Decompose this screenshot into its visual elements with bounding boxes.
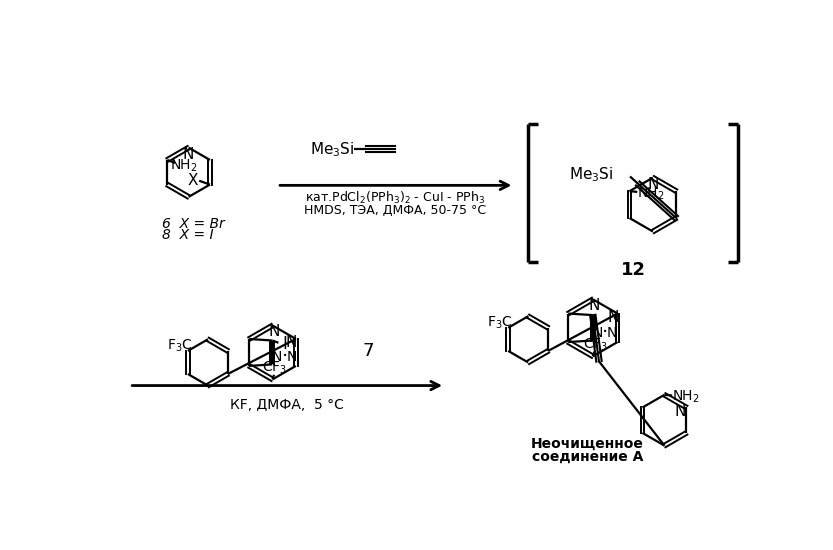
Text: N: N: [268, 324, 280, 339]
Text: 6  X = Br: 6 X = Br: [162, 217, 224, 231]
Text: N: N: [286, 336, 297, 350]
Text: Неочищенное: Неочищенное: [531, 436, 644, 450]
Text: ·: ·: [282, 347, 287, 366]
Text: F$_3$C: F$_3$C: [167, 337, 192, 354]
Text: X: X: [187, 173, 198, 188]
Text: CF$_3$: CF$_3$: [262, 360, 287, 376]
Text: 12: 12: [621, 261, 646, 279]
Text: 7: 7: [362, 342, 374, 360]
Text: Me$_3$Si: Me$_3$Si: [569, 165, 613, 184]
Text: I: I: [282, 336, 287, 353]
Text: N: N: [607, 326, 617, 340]
Text: 8  X = I: 8 X = I: [162, 228, 213, 243]
Text: N: N: [607, 310, 619, 325]
Text: N: N: [592, 326, 602, 340]
Text: КF, ДМФА,  5 °С: КF, ДМФА, 5 °С: [230, 398, 344, 412]
Text: F$_3$C: F$_3$C: [487, 314, 513, 331]
Text: N: N: [589, 298, 600, 313]
Text: NH$_2$: NH$_2$: [637, 185, 665, 202]
Text: соединение А: соединение А: [531, 449, 643, 464]
Text: кат.PdCl$_2$(PPh$_3$)$_2$ - CuI - PPh$_3$: кат.PdCl$_2$(PPh$_3$)$_2$ - CuI - PPh$_3…: [305, 190, 485, 206]
Text: NH$_2$: NH$_2$: [672, 389, 700, 405]
Text: N: N: [675, 404, 686, 419]
Text: N: N: [272, 350, 282, 364]
Text: CF$_3$: CF$_3$: [582, 337, 608, 353]
Text: HMDS, ТЭА, ДМФА, 50-75 °С: HMDS, ТЭА, ДМФА, 50-75 °С: [304, 204, 486, 217]
Text: ·: ·: [602, 323, 608, 342]
Text: N: N: [183, 147, 194, 162]
Text: N: N: [287, 350, 297, 364]
Text: N: N: [647, 177, 659, 192]
Text: NH$_2$: NH$_2$: [171, 158, 198, 174]
Text: Me$_3$Si: Me$_3$Si: [310, 140, 354, 158]
